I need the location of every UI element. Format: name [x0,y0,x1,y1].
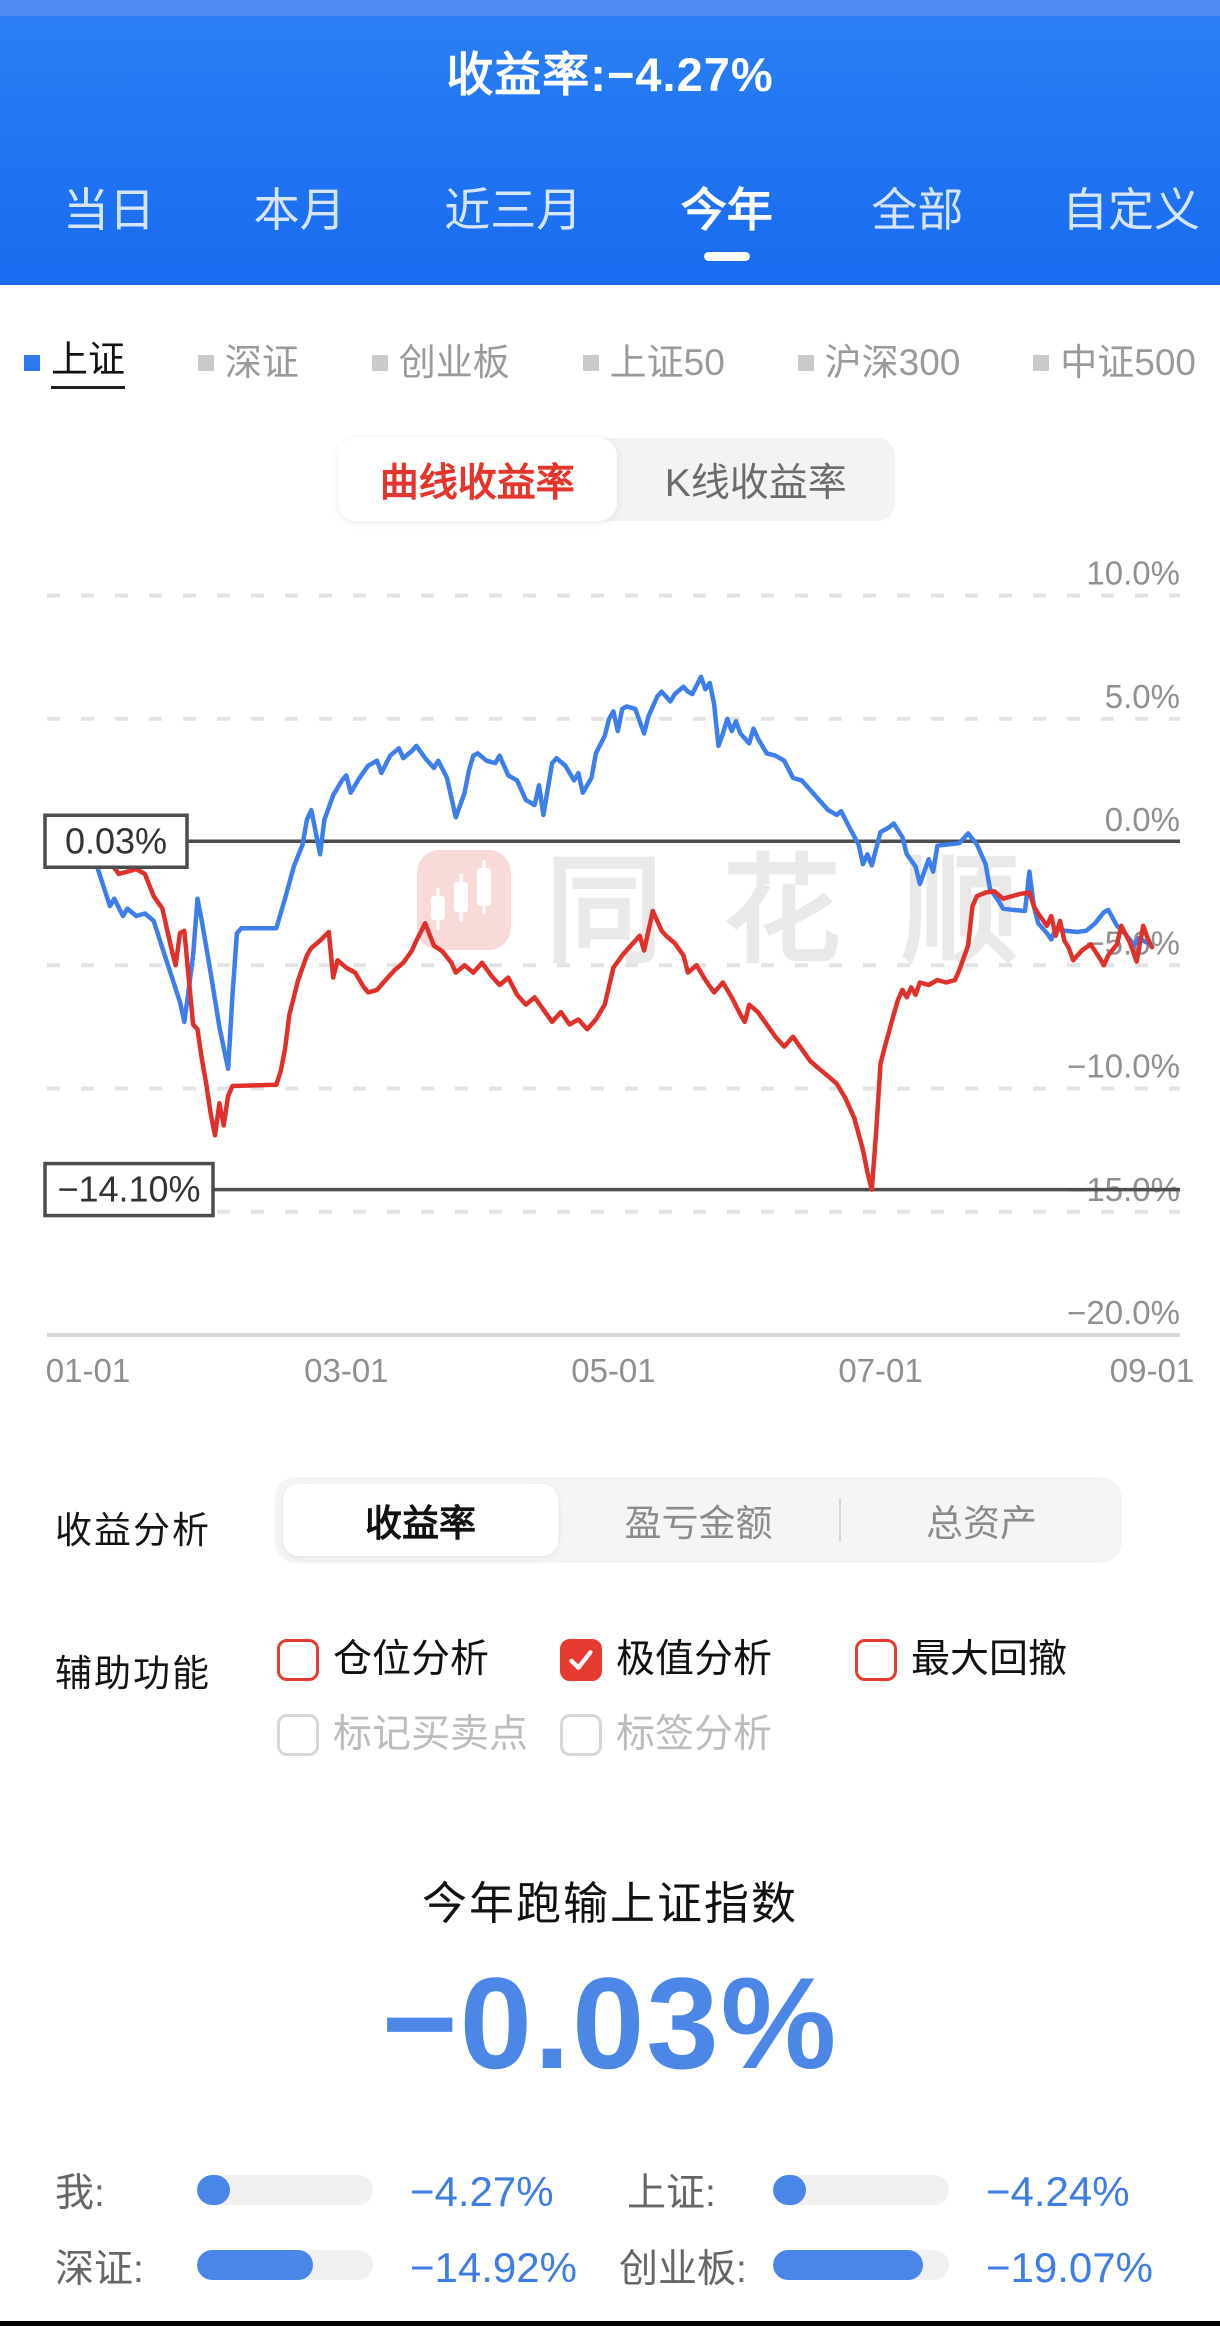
tab-total-assets[interactable]: 总资产 [926,1503,1037,1544]
chart-type-toggle: 曲线收益率 K线收益率 [338,438,895,521]
legend-square-icon [582,354,599,371]
range-tab-bar: 当日 本月 近三月 今年 全部 自定义 [0,182,1220,261]
stat-bar-me [197,2175,373,2205]
stat-bar-sse [773,2175,949,2205]
svg-text:10.0%: 10.0% [1086,555,1180,592]
stat-value-szse: −14.92% [410,2244,577,2291]
stat-label-szse: 深证: [55,2248,144,2291]
status-bar [0,0,1220,16]
stat-bar-chinext [773,2250,949,2280]
svg-text:−10.0%: −10.0% [1067,1048,1180,1085]
page-title: 收益率:−4.27% [446,48,774,101]
legend-square-icon [197,354,214,371]
stat-label-sse: 上证: [627,2172,716,2215]
divider [839,1498,841,1542]
checkbox-position-analysis[interactable]: 仓位分析 [277,1637,489,1683]
stat-label-me: 我: [55,2172,105,2215]
benchmark-selector: 上证 深证 创业板 上证50 沪深300 中证500 [0,336,1220,389]
watermark: 同花顺 [417,846,1079,978]
checkbox-icon [560,1714,602,1756]
stat-value-chinext: −19.07% [986,2244,1153,2291]
range-tab-all[interactable]: 全部 [871,182,963,261]
svg-text:0.0%: 0.0% [1105,801,1180,838]
svg-text:−14.10%: −14.10% [57,1169,200,1210]
watermark-text: 同花顺 [545,846,1079,978]
benchmark-hs300[interactable]: 沪深300 [797,339,960,387]
legend-square-icon [797,354,814,371]
checkbox-icon [560,1639,602,1681]
tab-profit-amount[interactable]: 盈亏金额 [624,1503,773,1544]
tab-return-rate[interactable]: 收益率 [283,1484,558,1556]
summary-caption: 今年跑输上证指数 [421,1878,798,1929]
analysis-tab-bar: 收益率 盈亏金额 总资产 [275,1477,1122,1563]
checkbox-mark-trades[interactable]: 标记买卖点 [277,1712,528,1758]
tab-kline-return[interactable]: K线收益率 [664,461,847,505]
tab-curve-return[interactable]: 曲线收益率 [338,438,617,521]
stat-value-me: −4.27% [410,2168,554,2215]
range-tab-3months[interactable]: 近三月 [444,182,582,261]
svg-text:05-01: 05-01 [571,1352,655,1389]
benchmark-szse[interactable]: 深证 [197,339,299,387]
checkbox-tag-analysis[interactable]: 标签分析 [560,1712,772,1758]
range-tab-ytd[interactable]: 今年 [681,182,773,261]
stat-value-sse: −4.24% [986,2168,1130,2215]
benchmark-sse[interactable]: 上证 [24,336,125,389]
svg-text:07-01: 07-01 [838,1352,922,1389]
chart-series [85,674,1155,1192]
range-tab-custom[interactable]: 自定义 [1062,182,1200,261]
svg-text:01-01: 01-01 [46,1352,130,1389]
svg-text:09-01: 09-01 [1110,1352,1194,1389]
checkbox-extreme-analysis[interactable]: 极值分析 [560,1637,772,1683]
range-tab-today[interactable]: 当日 [63,182,155,261]
checkbox-icon [277,1639,319,1681]
active-tab-indicator [703,252,750,261]
benchmark-csi500[interactable]: 中证500 [1033,339,1196,387]
aux-section-label: 辅助功能 [55,1653,211,1694]
benchmark-sse50[interactable]: 上证50 [582,339,725,387]
svg-text:03-01: 03-01 [304,1352,388,1389]
bottom-divider [0,2321,1220,2326]
svg-text:−20.0%: −20.0% [1067,1294,1180,1331]
legend-square-icon [371,354,388,371]
checkbox-max-drawdown[interactable]: 最大回撤 [855,1637,1067,1683]
stat-bar-szse [197,2250,373,2280]
checkbox-icon [277,1714,319,1756]
stat-label-chinext: 创业板: [619,2248,747,2291]
legend-square-icon [24,354,40,371]
svg-text:5.0%: 5.0% [1105,678,1180,715]
candlestick-icon [431,860,491,930]
checkbox-icon [855,1639,897,1681]
benchmark-chinext[interactable]: 创业板 [371,339,510,387]
analysis-section-label: 收益分析 [55,1510,211,1551]
extreme-marker-lines [47,839,1180,1192]
summary-value: −0.03% [381,1950,839,2096]
extreme-marker-labels: 0.03% −14.10% [43,813,215,1218]
range-tab-month[interactable]: 本月 [254,182,346,261]
legend-square-icon [1033,354,1050,371]
svg-text:0.03%: 0.03% [65,820,167,861]
header: 收益率:−4.27% 当日 本月 近三月 今年 全部 自定义 [0,0,1220,285]
